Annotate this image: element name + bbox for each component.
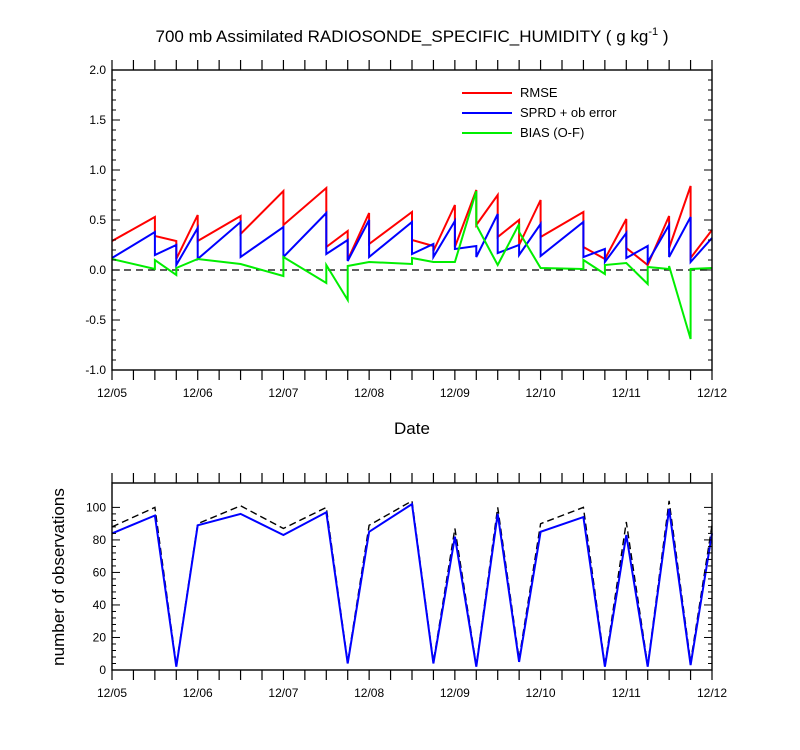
chart-title-superscript: -1: [648, 26, 658, 38]
top-x-tick-label: 12/12: [697, 386, 727, 400]
top-x-tick-label: 12/05: [97, 386, 127, 400]
top-x-tick-label: 12/11: [612, 386, 641, 400]
top-series-rmse: [111, 185, 713, 267]
bottom-y-tick-label: 40: [93, 598, 107, 612]
bottom-x-tick-label: 12/08: [354, 686, 384, 700]
legend-label-0: RMSE: [520, 85, 558, 100]
bottom-x-tick-label: 12/11: [612, 686, 641, 700]
bottom-y-axis-label: number of observations: [49, 488, 68, 666]
top-legend: RMSE SPRD + ob error BIAS (O-F): [462, 85, 617, 140]
chart-title: 700 mb Assimilated RADIOSONDE_SPECIFIC_H…: [156, 26, 669, 46]
bottom-x-tick-label: 12/12: [697, 686, 727, 700]
bottom-y-tick-label: 60: [93, 565, 107, 579]
top-y-tick-label: 0.0: [89, 263, 106, 277]
bottom-y-tick-label: 20: [93, 630, 107, 644]
top-y-tick-label: -0.5: [85, 313, 106, 327]
top-series-bias-o-f: [111, 190, 713, 340]
top-x-tick-label: 12/10: [526, 386, 556, 400]
bottom-x-tick-label: 12/06: [183, 686, 213, 700]
legend-label-1: SPRD + ob error: [520, 105, 617, 120]
bottom-series-observations-available: [111, 499, 713, 666]
top-x-tick-label: 12/07: [268, 386, 298, 400]
top-y-tick-label: 2.0: [89, 63, 106, 77]
top-panel: -1.0 -0.5 0.0 0.5 1.0 1.5 2.0 12/05 12/06 12/07 12…: [85, 60, 727, 438]
bottom-y-tick-label: 100: [86, 500, 106, 514]
top-y-tick-label: 1.0: [89, 163, 106, 177]
bottom-series-observations-assimilated: [111, 502, 713, 667]
top-y-tick-label: -1.0: [85, 363, 106, 377]
bottom-panel: 0 20 40 60 80 100 12/05 12/06 12/07 12/08 12/09 12/…: [49, 473, 727, 700]
top-x-tick-label: 12/08: [354, 386, 384, 400]
bottom-x-tick-label: 12/07: [268, 686, 298, 700]
bottom-x-tick-label: 12/10: [526, 686, 556, 700]
top-x-axis-label: Date: [394, 419, 430, 438]
bottom-x-tick-label: 12/05: [97, 686, 127, 700]
bottom-x-tick-label: 12/09: [440, 686, 470, 700]
legend-label-2: BIAS (O-F): [520, 125, 584, 140]
bottom-y-tick-label: 0: [99, 663, 106, 677]
top-x-tick-label: 12/09: [440, 386, 470, 400]
top-series-sprd-ob-error: [111, 210, 713, 269]
top-y-tick-label: 0.5: [89, 213, 106, 227]
top-y-tick-label: 1.5: [89, 113, 106, 127]
top-x-tick-label: 12/06: [183, 386, 213, 400]
bottom-y-tick-label: 80: [93, 533, 107, 547]
